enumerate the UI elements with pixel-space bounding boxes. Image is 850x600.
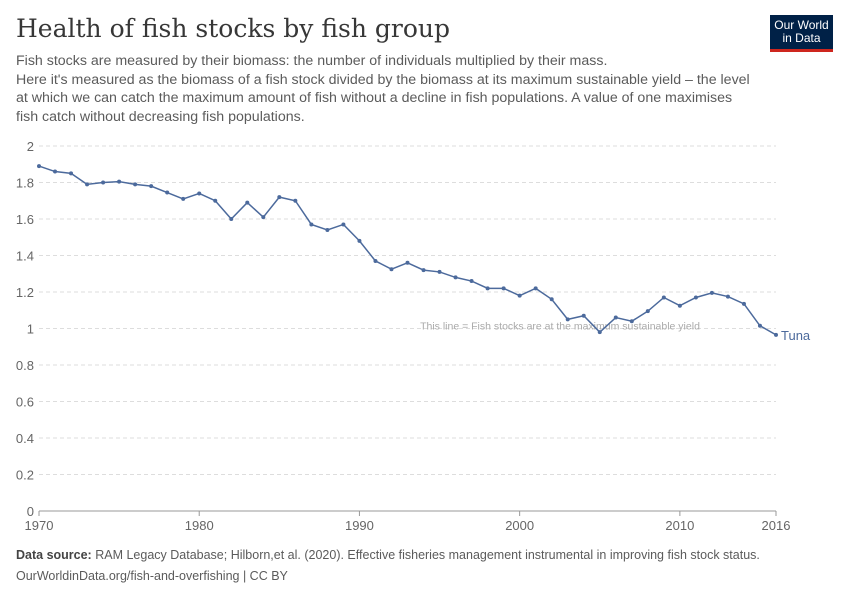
subtitle-line: Here it's measured as the biomass of a f… bbox=[16, 71, 750, 125]
data-point bbox=[437, 269, 442, 274]
subtitle-line: Fish stocks are measured by their biomas… bbox=[16, 53, 608, 69]
source-link[interactable]: OurWorldinData.org/fish-and-overfishing … bbox=[16, 569, 288, 583]
x-tick-label: 1970 bbox=[25, 518, 54, 533]
series-label: Tuna bbox=[781, 328, 811, 343]
data-point bbox=[165, 190, 170, 195]
owid-logo[interactable]: Our World in Data bbox=[770, 15, 833, 52]
data-point bbox=[549, 297, 554, 302]
y-tick-label: 1.4 bbox=[16, 249, 34, 264]
x-tick-label: 2000 bbox=[505, 518, 534, 533]
y-tick-label: 0 bbox=[27, 504, 34, 519]
data-point bbox=[149, 184, 154, 189]
chart-title: Health of fish stocks by fish group bbox=[16, 14, 450, 43]
source-label: Data source: bbox=[16, 548, 92, 562]
data-point bbox=[101, 180, 106, 185]
data-point bbox=[645, 309, 650, 314]
x-tick-label: 1990 bbox=[345, 518, 374, 533]
data-point bbox=[501, 286, 506, 291]
data-point bbox=[613, 315, 618, 320]
data-point bbox=[709, 290, 714, 295]
chart-subtitle: Fish stocks are measured by their biomas… bbox=[16, 52, 756, 126]
data-point bbox=[325, 227, 330, 232]
y-tick-label: 1.2 bbox=[16, 285, 34, 300]
data-point bbox=[565, 317, 570, 322]
data-point bbox=[741, 301, 746, 306]
data-point bbox=[469, 279, 474, 284]
data-point bbox=[309, 222, 314, 227]
data-point bbox=[453, 275, 458, 280]
y-tick-label: 0.8 bbox=[16, 358, 34, 373]
data-point bbox=[597, 330, 602, 335]
data-point bbox=[581, 313, 586, 318]
data-point bbox=[774, 332, 778, 337]
data-point bbox=[277, 195, 282, 200]
y-tick-label: 1.8 bbox=[16, 176, 34, 191]
data-point bbox=[677, 303, 682, 308]
y-tick-label: 1 bbox=[27, 322, 34, 337]
data-point bbox=[293, 198, 298, 203]
y-tick-label: 0.2 bbox=[16, 468, 34, 483]
data-point bbox=[229, 217, 234, 221]
data-point bbox=[117, 179, 122, 184]
annotation-msy: This line = Fish stocks are at the maxim… bbox=[420, 321, 700, 333]
data-point bbox=[629, 319, 634, 324]
data-point bbox=[421, 268, 426, 273]
data-point bbox=[757, 323, 762, 328]
data-point bbox=[133, 182, 138, 187]
data-point bbox=[261, 215, 266, 220]
data-source: Data source: RAM Legacy Database; Hilbor… bbox=[16, 548, 760, 562]
y-tick-label: 1.6 bbox=[16, 212, 34, 227]
data-point bbox=[341, 222, 346, 227]
data-point bbox=[85, 182, 90, 187]
data-point bbox=[197, 191, 202, 196]
data-point bbox=[725, 294, 730, 299]
y-tick-label: 2 bbox=[27, 139, 34, 154]
x-tick-label: 2016 bbox=[762, 518, 791, 533]
data-point bbox=[373, 258, 378, 263]
data-point bbox=[69, 171, 74, 176]
data-point bbox=[693, 295, 698, 300]
data-point bbox=[181, 196, 186, 201]
data-point bbox=[485, 286, 490, 291]
data-point bbox=[405, 260, 410, 265]
y-tick-label: 0.4 bbox=[16, 431, 34, 446]
data-point bbox=[661, 295, 666, 300]
source-text: RAM Legacy Database; Hilborn,et al. (202… bbox=[95, 548, 760, 562]
data-point bbox=[357, 238, 362, 243]
data-point bbox=[517, 293, 522, 298]
data-point bbox=[37, 164, 41, 169]
data-point bbox=[213, 198, 218, 203]
data-point bbox=[53, 169, 58, 174]
x-tick-label: 2010 bbox=[665, 518, 694, 533]
y-tick-label: 0.6 bbox=[16, 395, 34, 410]
x-tick-label: 1980 bbox=[185, 518, 214, 533]
series-line bbox=[38, 165, 777, 336]
data-point bbox=[389, 267, 394, 272]
data-point bbox=[245, 200, 250, 205]
data-point bbox=[533, 286, 538, 291]
